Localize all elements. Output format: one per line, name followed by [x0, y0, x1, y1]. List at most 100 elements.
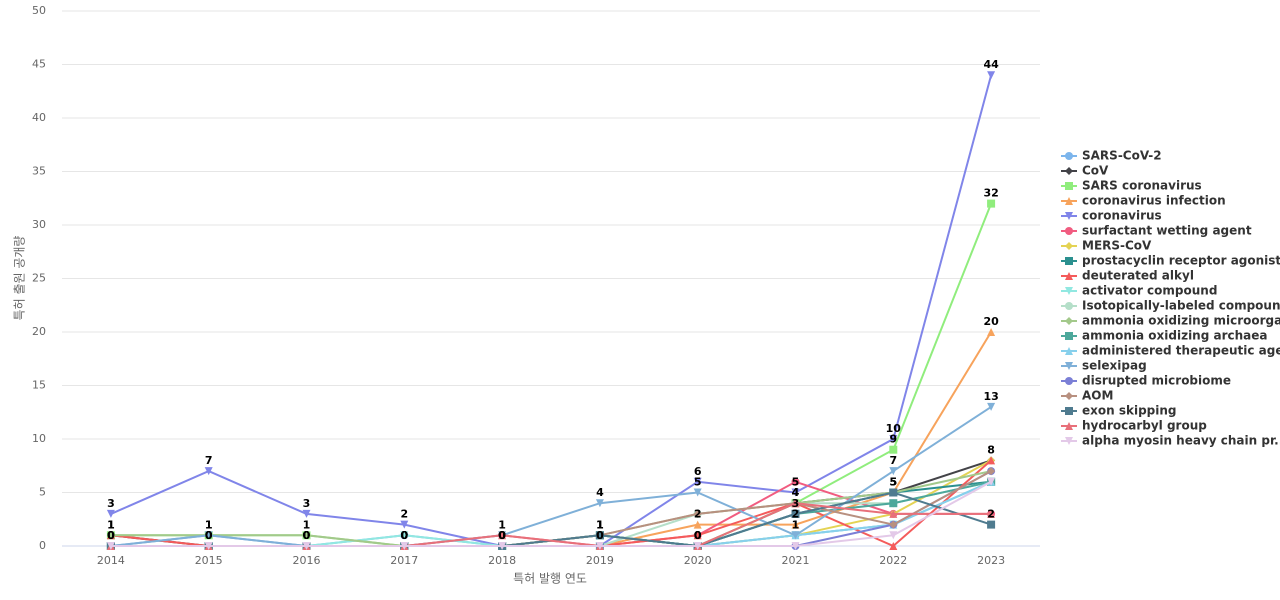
- y-tick-label: 0: [39, 539, 46, 552]
- data-label: 0: [596, 529, 604, 542]
- legend-item: deuterated alkyl: [1061, 269, 1194, 283]
- legend-marker: [1065, 167, 1073, 175]
- legend-label: coronavirus: [1082, 209, 1162, 223]
- data-label: 4: [596, 486, 604, 499]
- legend-item: coronavirus: [1061, 209, 1162, 223]
- point: [302, 509, 311, 518]
- legend-item: Isotopically-labeled compound: [1061, 299, 1280, 313]
- point: [987, 199, 996, 208]
- legend-item: selexipag: [1061, 359, 1147, 373]
- legend-marker: [1065, 317, 1073, 325]
- point: [693, 477, 702, 486]
- point: [889, 435, 898, 443]
- data-label: 1: [792, 518, 800, 531]
- data-label: 9: [889, 433, 897, 446]
- data-label: 10: [886, 422, 902, 435]
- legend-item: MERS-CoV: [1061, 239, 1152, 253]
- x-tick-label: 2018: [488, 554, 516, 567]
- point: [595, 499, 604, 508]
- data-label: 0: [498, 529, 506, 542]
- legend-marker: [1065, 437, 1073, 445]
- data-label: 7: [889, 454, 897, 467]
- x-tick-label: 2014: [97, 554, 125, 567]
- legend-label: SARS coronavirus: [1082, 179, 1202, 193]
- y-tick-label: 25: [32, 272, 46, 285]
- legend-label: ammonia oxidizing archaea: [1082, 329, 1268, 343]
- legend-marker: [1065, 212, 1073, 220]
- legend-item: alpha myosin heavy chain pr...: [1061, 434, 1280, 448]
- data-label: 0: [303, 529, 311, 542]
- data-label: 0: [400, 529, 408, 542]
- legend-marker: [1065, 302, 1073, 310]
- data-label: 44: [983, 58, 999, 71]
- point: [889, 509, 898, 518]
- data-label: 0: [694, 529, 702, 542]
- point: [693, 542, 702, 550]
- point: [889, 531, 898, 540]
- data-label: 0: [107, 529, 115, 542]
- legend-marker: [1065, 227, 1073, 235]
- data-label: 5: [694, 476, 702, 489]
- series-line: [110, 480, 992, 548]
- x-tick-label: 2020: [684, 554, 712, 567]
- data-label: 1: [107, 518, 115, 531]
- point: [693, 520, 702, 529]
- legend-label: activator compound: [1082, 284, 1217, 298]
- point: [987, 456, 996, 465]
- y-tick-label: 20: [32, 325, 46, 338]
- series: [106, 467, 996, 550]
- y-axis-title: 특허 출원 공개량: [13, 236, 27, 321]
- point: [889, 467, 898, 476]
- series-line: [110, 480, 992, 548]
- point: [693, 531, 702, 540]
- data-label: 1: [596, 518, 604, 531]
- point: [498, 531, 507, 540]
- legend-label: disrupted microbiome: [1082, 374, 1231, 388]
- legend-label: CoV: [1082, 164, 1109, 178]
- data-label: 5: [792, 476, 800, 489]
- legend-marker: [1065, 257, 1073, 265]
- legend-item: disrupted microbiome: [1061, 374, 1231, 388]
- legend-item: exon skipping: [1061, 404, 1177, 418]
- legend-item: prostacyclin receptor agonist: [1061, 254, 1280, 268]
- data-label: 2: [400, 508, 408, 521]
- legend-marker: [1065, 152, 1073, 160]
- legend-item: ammonia oxidizing microorga...: [1061, 314, 1280, 328]
- data-label: 0: [596, 529, 604, 542]
- point: [400, 520, 409, 529]
- legend-item: administered therapeutic agent: [1061, 344, 1280, 358]
- data-label: 0: [498, 529, 506, 542]
- series: [106, 467, 996, 550]
- point: [987, 402, 996, 411]
- data-label: 4: [792, 486, 800, 499]
- legend-label: ammonia oxidizing microorga...: [1082, 314, 1280, 328]
- x-tick-label: 2019: [586, 554, 614, 567]
- data-label: 0: [400, 529, 408, 542]
- point: [889, 488, 898, 497]
- data-label: 0: [205, 529, 213, 542]
- y-tick-label: 10: [32, 432, 46, 445]
- data-label: 32: [983, 187, 998, 200]
- point: [987, 509, 996, 518]
- point: [302, 531, 311, 540]
- data-label: 0: [107, 529, 115, 542]
- legend-item: coronavirus infection: [1061, 194, 1226, 208]
- point: [791, 520, 800, 529]
- point: [889, 445, 898, 454]
- legend-marker: [1065, 392, 1073, 400]
- legend-marker: [1065, 362, 1073, 370]
- data-label: 3: [303, 497, 311, 510]
- data-label: 2: [792, 508, 800, 521]
- legend-marker: [1065, 332, 1073, 340]
- legend-label: AOM: [1082, 389, 1113, 403]
- legend-marker: [1065, 377, 1073, 385]
- data-label: 20: [983, 315, 999, 328]
- data-label: 2: [987, 508, 995, 521]
- data-label: 0: [107, 529, 115, 542]
- data-label: 3: [792, 497, 800, 510]
- x-tick-label: 2016: [293, 554, 321, 567]
- x-tick-label: 2021: [782, 554, 810, 567]
- data-label: 7: [205, 454, 213, 467]
- data-label: 1: [596, 518, 604, 531]
- series-line: [110, 480, 992, 547]
